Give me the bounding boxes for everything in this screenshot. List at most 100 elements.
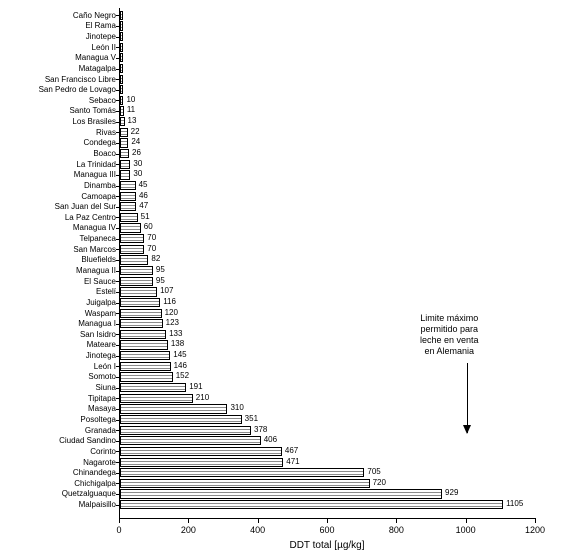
y-axis-label: El Rama bbox=[0, 21, 116, 30]
y-axis-label: Corinto bbox=[0, 447, 116, 456]
y-axis-label: Juigalpa bbox=[0, 298, 116, 307]
bar-row: 45 bbox=[120, 181, 536, 190]
bar bbox=[120, 32, 123, 41]
bar-row bbox=[120, 32, 536, 41]
bar bbox=[120, 309, 162, 318]
x-axis-tick bbox=[119, 518, 120, 523]
bar bbox=[120, 351, 170, 360]
y-axis-label: Siuna bbox=[0, 383, 116, 392]
x-axis-tick-label: 400 bbox=[250, 525, 265, 535]
bar-value-label: 10 bbox=[126, 95, 135, 104]
bar-value-label: 70 bbox=[147, 233, 156, 242]
limit-annotation-arrow bbox=[467, 363, 468, 433]
bar bbox=[120, 298, 160, 307]
bar bbox=[120, 266, 153, 275]
bar bbox=[120, 223, 141, 232]
limit-annotation-text: Limite máximopermitido paraleche en vent… bbox=[420, 313, 479, 357]
bar bbox=[120, 340, 168, 349]
bar-value-label: 95 bbox=[156, 265, 165, 274]
x-axis-tick bbox=[396, 518, 397, 523]
bar bbox=[120, 500, 503, 509]
y-axis-label: Managua I bbox=[0, 319, 116, 328]
bar-value-label: 30 bbox=[133, 169, 142, 178]
y-axis-label: San Francisco Libre bbox=[0, 75, 116, 84]
y-axis-label: Matagalpa bbox=[0, 64, 116, 73]
plot-area: 1011132224263030454647516070708295951071… bbox=[119, 8, 536, 519]
y-axis-label: Waspam bbox=[0, 309, 116, 318]
bar-value-label: 120 bbox=[165, 308, 178, 317]
bar bbox=[120, 415, 242, 424]
y-axis-label: Caño Negro bbox=[0, 11, 116, 20]
bar-value-label: 1105 bbox=[506, 499, 523, 508]
bar bbox=[120, 362, 171, 371]
bar-value-label: 406 bbox=[264, 435, 277, 444]
y-axis-label: Managua III bbox=[0, 170, 116, 179]
bar bbox=[120, 213, 138, 222]
y-axis-label: Estelí bbox=[0, 287, 116, 296]
bar-value-label: 191 bbox=[189, 382, 202, 391]
x-axis-tick bbox=[466, 518, 467, 523]
bar bbox=[120, 245, 144, 254]
bar-value-label: 45 bbox=[139, 180, 148, 189]
bar-row: 51 bbox=[120, 213, 536, 222]
bar-row bbox=[120, 43, 536, 52]
bar-row bbox=[120, 64, 536, 73]
bar bbox=[120, 277, 153, 286]
bar-row: 378 bbox=[120, 426, 536, 435]
y-axis-label: Rivas bbox=[0, 128, 116, 137]
bar bbox=[120, 170, 130, 179]
y-axis-label: León II bbox=[0, 43, 116, 52]
bar-value-label: 929 bbox=[445, 488, 458, 497]
y-axis-label: Los Brasiles bbox=[0, 117, 116, 126]
y-axis-label: Santo Tomás bbox=[0, 106, 116, 115]
bar-value-label: 705 bbox=[367, 467, 380, 476]
bar bbox=[120, 75, 123, 84]
bar-value-label: 310 bbox=[230, 403, 243, 412]
bar-row: 22 bbox=[120, 128, 536, 137]
bar-row bbox=[120, 75, 536, 84]
y-axis-label: Chichigalpa bbox=[0, 479, 116, 488]
y-axis-label: Granada bbox=[0, 426, 116, 435]
x-axis-tick-label: 200 bbox=[181, 525, 196, 535]
x-axis-tick bbox=[258, 518, 259, 523]
bar bbox=[120, 394, 193, 403]
bar bbox=[120, 489, 442, 498]
bar bbox=[120, 106, 124, 115]
y-axis-label: Telpaneca bbox=[0, 234, 116, 243]
bars-container: 1011132224263030454647516070708295951071… bbox=[120, 8, 536, 518]
bar bbox=[120, 85, 123, 94]
y-axis-label: Malpaisillo bbox=[0, 500, 116, 509]
bar-value-label: 70 bbox=[147, 244, 156, 253]
y-axis-label: Bluefields bbox=[0, 255, 116, 264]
bar-value-label: 95 bbox=[156, 276, 165, 285]
ddt-bar-chart: Caño NegroEl RamaJinotepeLeón IIManagua … bbox=[0, 0, 565, 560]
bar bbox=[120, 160, 130, 169]
bar bbox=[120, 383, 186, 392]
bar-row: 70 bbox=[120, 245, 536, 254]
bar-row: 47 bbox=[120, 202, 536, 211]
bar-row: 705 bbox=[120, 468, 536, 477]
bar bbox=[120, 53, 123, 62]
bar bbox=[120, 458, 283, 467]
bar bbox=[120, 21, 123, 30]
y-axis-labels: Caño NegroEl RamaJinotepeLeón IIManagua … bbox=[0, 8, 116, 518]
annotation-line: permitido para bbox=[420, 324, 479, 335]
bar bbox=[120, 96, 123, 105]
bar-value-label: 471 bbox=[286, 457, 299, 466]
bar-row: 210 bbox=[120, 394, 536, 403]
bar-value-label: 152 bbox=[176, 371, 189, 380]
bar-row: 191 bbox=[120, 383, 536, 392]
bar-row: 24 bbox=[120, 138, 536, 147]
bar-value-label: 22 bbox=[131, 127, 140, 136]
bar-value-label: 13 bbox=[128, 116, 137, 125]
bar-value-label: 51 bbox=[141, 212, 150, 221]
y-axis-label: Quetzalguaque bbox=[0, 489, 116, 498]
y-axis-label: Camoapa bbox=[0, 192, 116, 201]
bar-value-label: 138 bbox=[171, 339, 184, 348]
y-axis-label: Masaya bbox=[0, 404, 116, 413]
y-axis-label: Sebaco bbox=[0, 96, 116, 105]
bar bbox=[120, 372, 173, 381]
bar bbox=[120, 117, 125, 126]
y-axis-label: Mateare bbox=[0, 340, 116, 349]
bar-value-label: 123 bbox=[166, 318, 179, 327]
